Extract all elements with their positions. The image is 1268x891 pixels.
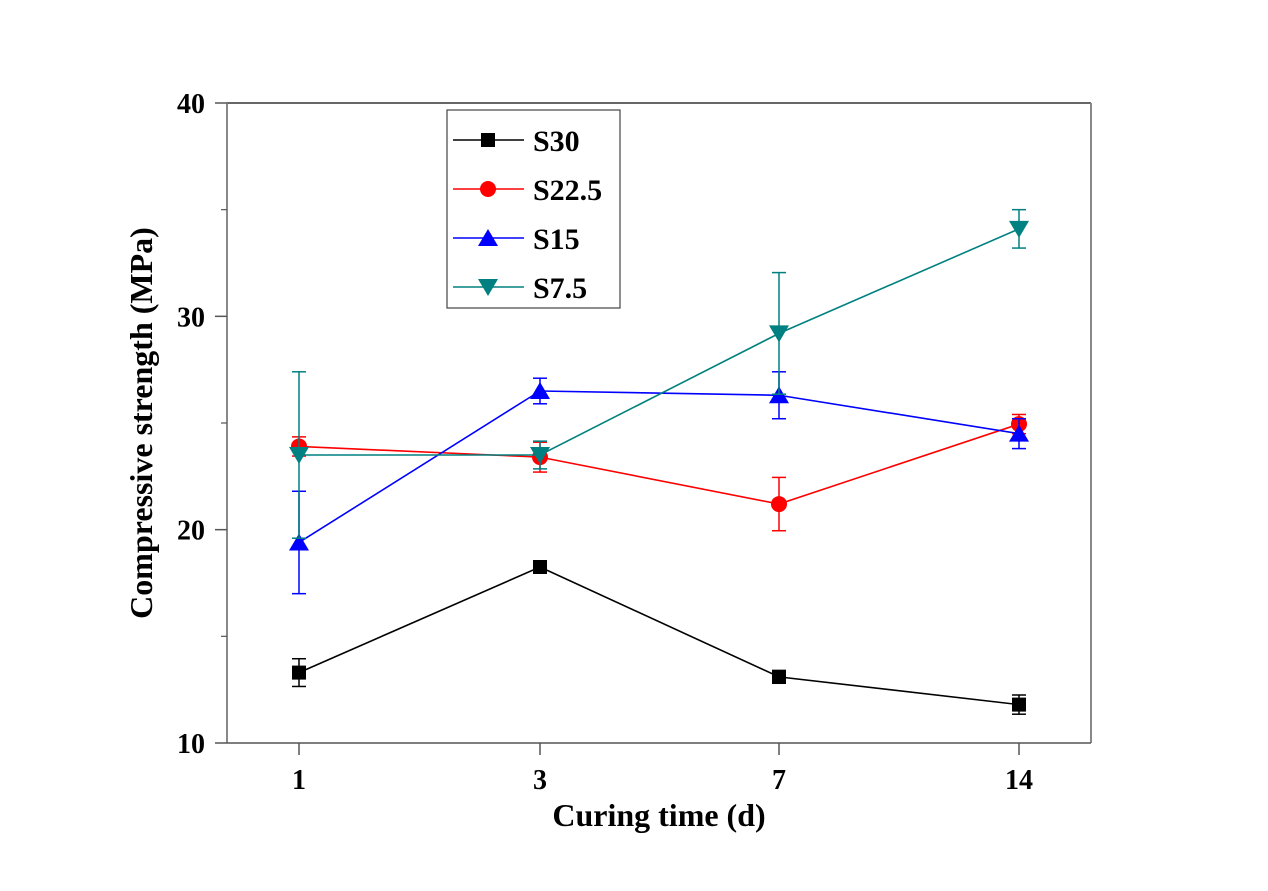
data-point: [1009, 424, 1029, 442]
legend-label: S22.5: [533, 174, 602, 207]
series-line: [298, 423, 1020, 505]
x-tick-label: 14: [1005, 765, 1033, 796]
series-s15: [289, 371, 1029, 595]
y-tick-label: 10: [177, 729, 205, 760]
data-point: [771, 496, 787, 513]
series-layer: [289, 208, 1029, 715]
y-tick-label: 40: [177, 89, 205, 120]
legend-item: S22.5: [453, 174, 602, 207]
y-axis-title: Compressive strength (MPa): [123, 227, 159, 619]
x-axis-title: Curing time (d): [552, 797, 765, 833]
legend-marker: [478, 279, 498, 296]
data-point: [772, 669, 786, 684]
legend-box: [446, 109, 621, 309]
series-line: [298, 566, 1020, 706]
legend-item: S30: [453, 125, 580, 158]
legend-label: S15: [533, 223, 580, 256]
series-s7-5: [289, 208, 1029, 539]
axis-ticks: 10 20 30 40 1 3 7 14: [177, 89, 1033, 796]
x-tick-label: 7: [772, 765, 786, 796]
series-s22-5: [291, 413, 1027, 532]
data-point: [530, 447, 550, 464]
data-point: [530, 382, 550, 399]
x-tick-label: 1: [292, 765, 306, 796]
legend-item: S15: [453, 223, 580, 256]
data-point: [289, 447, 309, 464]
legend-label: S30: [533, 125, 580, 158]
legend-marker: [481, 133, 495, 147]
legend-item: S7.5: [453, 272, 587, 305]
x-tick-label: 3: [533, 765, 547, 796]
y-tick-label: 20: [177, 516, 205, 547]
data-point: [289, 533, 309, 551]
data-point: [769, 325, 789, 343]
series-s30: [292, 560, 1026, 715]
data-point: [533, 560, 547, 574]
legend-marker: [478, 229, 498, 246]
data-point: [292, 665, 306, 680]
legend-label: S7.5: [533, 272, 587, 305]
legend: S30 S22.5 S15 S7.5: [446, 109, 621, 309]
y-tick-label: 30: [177, 302, 205, 333]
data-point: [1009, 220, 1029, 238]
series-line: [299, 228, 1020, 456]
data-point: [1012, 697, 1026, 712]
series-line: [298, 390, 1020, 544]
legend-marker: [480, 181, 496, 197]
